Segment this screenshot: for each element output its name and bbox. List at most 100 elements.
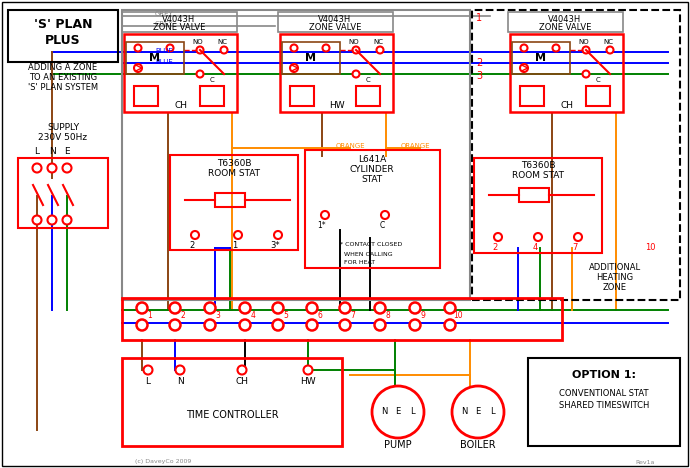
Text: TIME CONTROLLER: TIME CONTROLLER xyxy=(186,410,278,420)
Text: GREY: GREY xyxy=(155,11,174,17)
Circle shape xyxy=(534,233,542,241)
Text: ADDING A ZONE: ADDING A ZONE xyxy=(28,64,97,73)
Text: L: L xyxy=(34,147,39,156)
Bar xyxy=(170,155,298,250)
Circle shape xyxy=(306,320,317,330)
Text: 10: 10 xyxy=(644,242,656,251)
Circle shape xyxy=(377,46,384,53)
Circle shape xyxy=(239,302,250,314)
Text: HW: HW xyxy=(300,378,316,387)
Bar xyxy=(290,86,314,106)
Text: N: N xyxy=(177,378,184,387)
Circle shape xyxy=(175,366,184,374)
Text: 3*: 3* xyxy=(270,241,280,249)
Bar xyxy=(122,298,562,340)
Circle shape xyxy=(306,302,317,314)
Circle shape xyxy=(444,320,455,330)
Text: T6360B: T6360B xyxy=(217,159,251,168)
Text: 1: 1 xyxy=(476,13,482,23)
Bar xyxy=(586,86,610,106)
Text: 2: 2 xyxy=(493,242,497,251)
Text: ZONE VALVE: ZONE VALVE xyxy=(152,22,205,31)
Circle shape xyxy=(166,44,173,51)
Circle shape xyxy=(304,366,313,374)
Bar xyxy=(134,86,158,106)
Text: C: C xyxy=(595,77,600,83)
Text: NC: NC xyxy=(603,39,613,45)
Text: PLUS: PLUS xyxy=(45,34,81,46)
Bar xyxy=(472,10,680,300)
Text: M: M xyxy=(535,53,546,63)
Text: * CONTACT CLOSED: * CONTACT CLOSED xyxy=(340,242,402,248)
Circle shape xyxy=(197,46,204,53)
Text: 'S' PLAN: 'S' PLAN xyxy=(34,17,92,30)
Circle shape xyxy=(339,320,351,330)
Bar xyxy=(512,42,570,74)
Circle shape xyxy=(273,302,284,314)
Text: L: L xyxy=(146,378,150,387)
Bar xyxy=(122,10,470,300)
Circle shape xyxy=(353,71,359,78)
Text: ZONE VALVE: ZONE VALVE xyxy=(539,22,591,31)
Text: CONVENTIONAL STAT: CONVENTIONAL STAT xyxy=(560,388,649,397)
Circle shape xyxy=(520,44,527,51)
Text: 3: 3 xyxy=(215,312,220,321)
Circle shape xyxy=(32,163,41,173)
Text: NO: NO xyxy=(348,39,359,45)
Text: SHARED TIMESWITCH: SHARED TIMESWITCH xyxy=(559,401,649,410)
Circle shape xyxy=(582,46,589,53)
Text: N: N xyxy=(48,147,55,156)
Circle shape xyxy=(234,231,242,239)
Text: N: N xyxy=(461,408,467,417)
Text: TO AN EXISTING: TO AN EXISTING xyxy=(29,73,97,82)
Text: E: E xyxy=(395,408,401,417)
Bar xyxy=(282,42,340,74)
Text: ADDITIONAL: ADDITIONAL xyxy=(589,263,641,272)
Circle shape xyxy=(553,44,560,51)
Text: 1*: 1* xyxy=(317,220,326,229)
Text: 6: 6 xyxy=(317,312,322,321)
Circle shape xyxy=(409,320,420,330)
Circle shape xyxy=(375,302,386,314)
Text: 7: 7 xyxy=(572,242,578,251)
Circle shape xyxy=(170,320,181,330)
Circle shape xyxy=(339,302,351,314)
Text: 1: 1 xyxy=(148,312,152,321)
Bar xyxy=(200,86,224,106)
Circle shape xyxy=(63,215,72,225)
Circle shape xyxy=(444,302,455,314)
Bar xyxy=(356,86,380,106)
Text: E: E xyxy=(475,408,481,417)
Text: ZONE: ZONE xyxy=(603,284,627,292)
Circle shape xyxy=(322,44,330,51)
Circle shape xyxy=(574,233,582,241)
Text: M: M xyxy=(306,53,317,63)
Circle shape xyxy=(191,231,199,239)
Circle shape xyxy=(607,46,613,53)
Circle shape xyxy=(274,231,282,239)
Text: STAT: STAT xyxy=(362,175,382,183)
Text: 10: 10 xyxy=(453,312,463,321)
Text: NO: NO xyxy=(193,39,204,45)
Bar xyxy=(305,150,440,268)
Circle shape xyxy=(409,302,420,314)
Text: 2: 2 xyxy=(181,312,186,321)
Bar xyxy=(124,34,237,112)
Text: V4043H: V4043H xyxy=(549,15,582,23)
Circle shape xyxy=(63,163,72,173)
Circle shape xyxy=(273,320,284,330)
Text: 230V 50Hz: 230V 50Hz xyxy=(39,133,88,142)
Circle shape xyxy=(144,366,152,374)
Text: BLUE: BLUE xyxy=(155,59,172,65)
Bar xyxy=(280,34,393,112)
Text: CH: CH xyxy=(175,102,188,110)
Circle shape xyxy=(494,233,502,241)
Circle shape xyxy=(134,64,142,72)
Circle shape xyxy=(520,64,528,72)
Text: V4043H: V4043H xyxy=(318,15,352,23)
Circle shape xyxy=(582,71,589,78)
Bar xyxy=(474,158,602,253)
Circle shape xyxy=(170,302,181,314)
Text: CH: CH xyxy=(235,378,248,387)
Text: 3: 3 xyxy=(476,71,482,81)
